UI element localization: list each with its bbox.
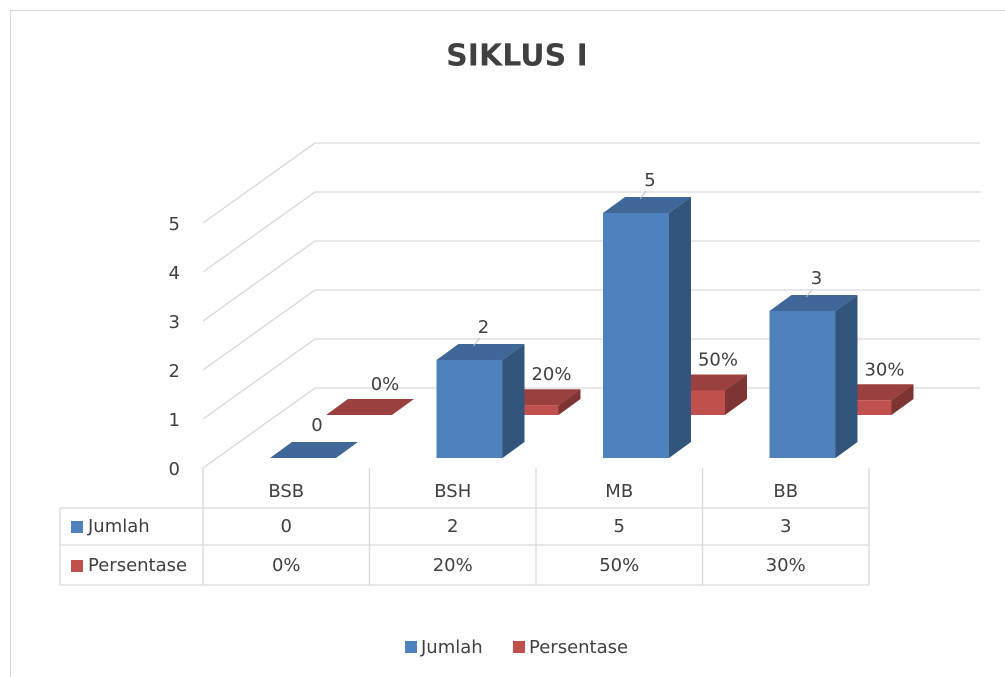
data-label: 2 [478, 317, 489, 338]
leader-line [639, 190, 647, 200]
chart-title: SIKLUS I [446, 39, 588, 74]
data-label: 30% [864, 359, 904, 380]
x-tick-label: MB [605, 481, 633, 502]
leader-line [806, 288, 813, 298]
y-tick-label: 5 [169, 214, 180, 235]
legend-label: Persentase [529, 637, 628, 658]
grid-line [202, 387, 980, 469]
table-row-label: Jumlah [87, 516, 150, 537]
data-label: 0 [311, 415, 322, 436]
table-cell: 2 [447, 516, 458, 537]
bar [769, 295, 858, 458]
data-label: 0% [371, 374, 400, 395]
bar-side [725, 374, 747, 415]
table-row-label: Persentase [88, 555, 187, 576]
leader-line [473, 337, 480, 347]
data-label: 5 [644, 170, 655, 191]
table-cell: 3 [780, 516, 791, 537]
y-tick-label: 3 [169, 312, 180, 333]
bar-front [492, 405, 559, 415]
y-tick-label: 4 [169, 263, 180, 284]
x-tick-label: BB [773, 481, 798, 502]
bar-top [326, 399, 414, 415]
table-cell: 50% [599, 555, 639, 576]
legend-label: Jumlah [420, 637, 483, 658]
x-tick-label: BSB [268, 481, 304, 502]
table-cell: 30% [766, 555, 806, 576]
bar-side [669, 197, 691, 458]
table-legend-key [71, 560, 83, 572]
bar-front [436, 360, 503, 458]
table-cell: 5 [614, 516, 625, 537]
table-cell: 0% [272, 555, 301, 576]
y-tick-label: 2 [169, 361, 180, 382]
bar-side [835, 295, 858, 458]
grid-line [202, 142, 980, 224]
table-legend-key [71, 521, 83, 533]
data-label: 3 [811, 268, 822, 289]
legend-key [405, 641, 417, 653]
legend-key [513, 641, 525, 653]
grid-line [202, 240, 980, 322]
data-label: 50% [698, 350, 738, 371]
bar [603, 197, 691, 458]
grid-line [202, 338, 980, 420]
bar [326, 399, 414, 415]
x-tick-label: BSH [434, 481, 471, 502]
bar-side [502, 344, 525, 458]
bar-side [891, 384, 914, 415]
y-tick-label: 0 [169, 459, 180, 480]
bar [436, 344, 525, 458]
bar-front [603, 213, 669, 458]
grid-line [202, 191, 980, 273]
bar-front [769, 311, 836, 458]
y-tick-label: 1 [169, 410, 180, 431]
bar-side [558, 389, 581, 415]
table-cell: 20% [433, 555, 473, 576]
bar-top [603, 197, 691, 213]
data-label: 20% [531, 364, 571, 385]
bar-top [436, 344, 525, 360]
table-cell: 0 [281, 516, 292, 537]
bar-top [270, 442, 358, 458]
bar [270, 442, 358, 458]
bar-top [769, 295, 858, 311]
grid-line [202, 289, 980, 371]
